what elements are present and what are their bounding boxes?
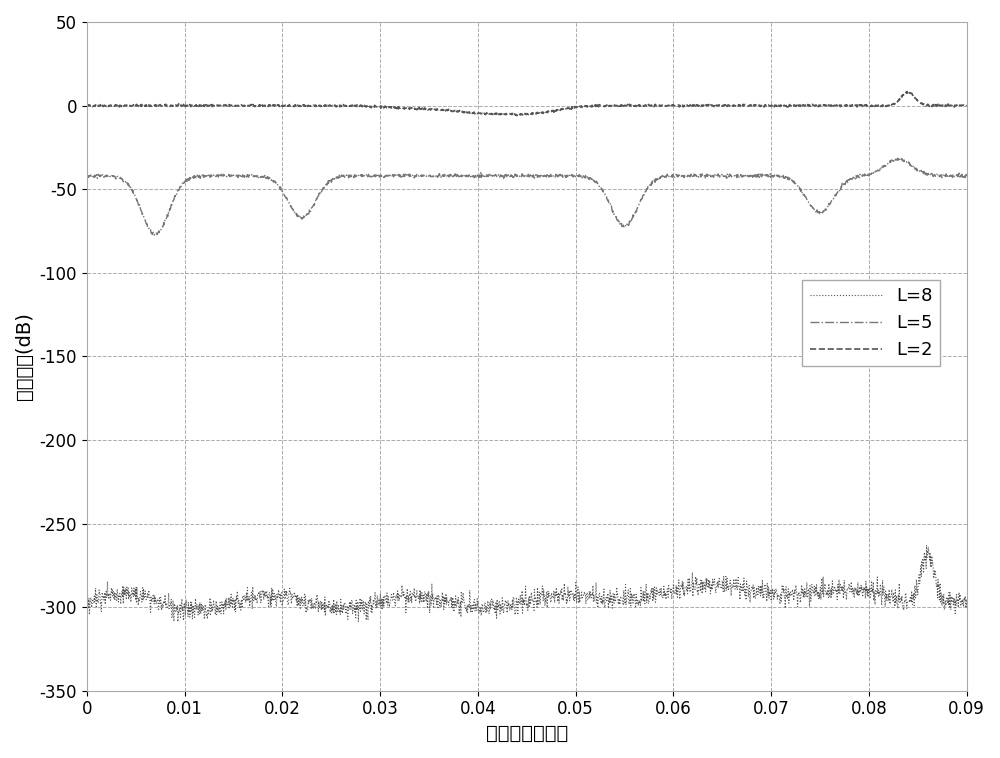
L=2 <box>511 111 523 121</box>
L=5 <box>81 172 93 181</box>
L=2 <box>485 109 497 118</box>
L=5 <box>486 172 498 181</box>
L=8 <box>961 603 973 612</box>
Line: L=8: L=8 <box>87 545 967 622</box>
L=8 <box>172 617 184 626</box>
L=8 <box>126 584 138 593</box>
X-axis label: 归一化空间频率: 归一化空间频率 <box>486 724 568 743</box>
Y-axis label: 拟合误差(dB): 拟合误差(dB) <box>15 312 34 400</box>
L=2 <box>509 109 521 118</box>
L=8 <box>774 600 786 609</box>
L=2 <box>81 101 93 110</box>
L=2 <box>126 102 138 111</box>
L=5 <box>126 186 138 195</box>
L=2 <box>901 87 913 96</box>
L=5 <box>774 171 786 180</box>
L=8 <box>486 594 498 603</box>
L=5 <box>936 173 948 182</box>
L=2 <box>961 102 973 111</box>
Line: L=5: L=5 <box>87 158 967 235</box>
L=8 <box>936 593 948 602</box>
L=2 <box>936 102 948 111</box>
L=8 <box>509 610 521 619</box>
L=5 <box>961 171 973 180</box>
L=5 <box>509 170 521 179</box>
L=5 <box>936 171 948 180</box>
L=2 <box>774 101 786 110</box>
L=5 <box>892 153 904 162</box>
L=5 <box>149 230 161 240</box>
Legend: L=8, L=5, L=2: L=8, L=5, L=2 <box>802 280 940 366</box>
L=8 <box>921 540 933 550</box>
Line: L=2: L=2 <box>87 92 967 116</box>
L=8 <box>936 601 948 610</box>
L=8 <box>81 602 93 611</box>
L=2 <box>936 101 948 110</box>
